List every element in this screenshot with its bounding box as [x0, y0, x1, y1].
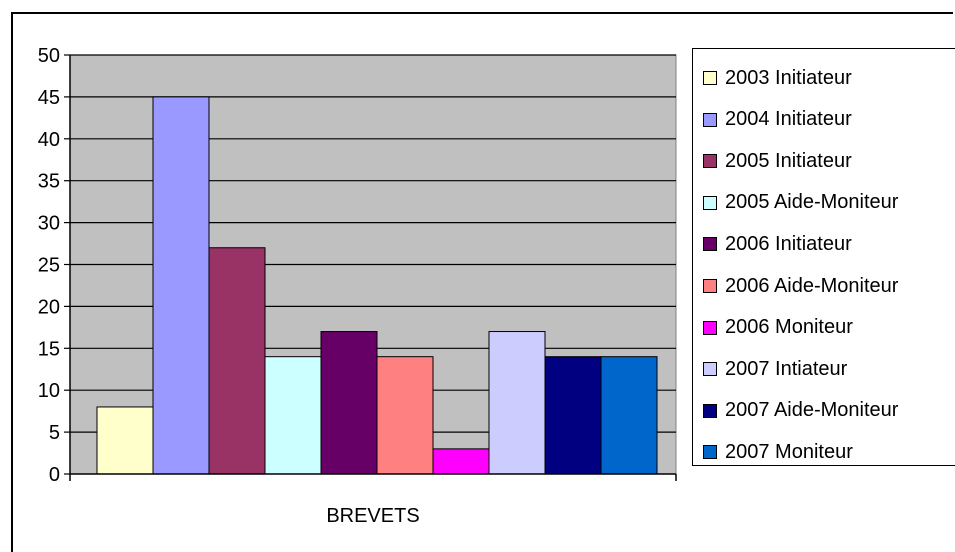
y-axis-ticks: 0 5 10 15 20 25 30 35 40 45 50 [38, 45, 70, 486]
y-tick-label: 10 [38, 380, 60, 402]
bars [96, 96, 658, 475]
legend-label: 2007 Intiateur [725, 357, 848, 380]
bar-2004-initiateur [152, 96, 210, 475]
bar-2005-aide-moniteur [264, 356, 322, 475]
y-tick-label: 50 [38, 45, 60, 67]
bar-2003-initiateur [96, 406, 154, 475]
chart-area [11, 12, 953, 552]
legend-swatch [703, 71, 717, 85]
legend-label: 2006 Moniteur [725, 316, 853, 339]
legend-label: 2005 Aide-Moniteur [725, 191, 899, 214]
legend-label: 2005 Initiateur [725, 149, 852, 172]
legend-swatch [703, 154, 717, 169]
legend-swatch [703, 403, 717, 418]
bar-2006-moniteur [432, 448, 490, 475]
y-tick-label: 0 [49, 464, 60, 486]
bar-2007-aide-moniteur [544, 356, 602, 475]
legend-label: 2006 Initiateur [725, 232, 852, 255]
legend-swatch [703, 279, 717, 293]
y-tick-label: 45 [38, 87, 60, 109]
legend-label: 2007 Moniteur [725, 440, 853, 463]
legend-swatch [703, 237, 717, 252]
bar-2005-initiateur [208, 247, 266, 475]
legend-item: 2007 Aide-Moniteur [703, 390, 898, 432]
legend-item: 2003 Initiateur [703, 57, 852, 99]
x-category-label: BREVETS [326, 505, 419, 527]
legend-label: 2007 Aide-Moniteur [725, 399, 899, 422]
legend-swatch [703, 320, 717, 335]
bar-2006-initiateur [320, 331, 378, 475]
y-tick-label: 35 [38, 171, 60, 193]
y-tick-label: 40 [38, 129, 60, 151]
y-tick-label: 20 [38, 296, 60, 318]
legend-swatch [703, 112, 717, 127]
bar-2007-moniteur [600, 356, 658, 475]
bar-2006-aide-moniteur [376, 356, 434, 475]
legend-item: 2007 Moniteur [703, 431, 853, 473]
legend-item: 2007 Intiateur [703, 348, 847, 390]
y-tick-label: 5 [49, 422, 60, 444]
legend-label: 2003 Initiateur [725, 66, 852, 89]
y-tick-label: 15 [38, 338, 60, 360]
legend: 2003 Initiateur 2004 Initiateur 2005 Initi… [692, 48, 955, 466]
legend-item: 2005 Aide-Moniteur [703, 182, 898, 224]
bar-2007-intiateur [488, 331, 546, 475]
y-tick-label: 25 [38, 255, 60, 277]
legend-item: 2006 Initiateur [703, 223, 852, 265]
legend-item: 2006 Moniteur [703, 307, 853, 349]
y-tick-label: 30 [38, 213, 60, 235]
legend-item: 2006 Aide-Moniteur [703, 265, 898, 307]
legend-label: 2006 Aide-Moniteur [725, 274, 899, 297]
legend-item: 2005 Initiateur [703, 140, 852, 182]
legend-swatch [703, 362, 717, 377]
legend-item: 2004 Initiateur [703, 99, 852, 141]
legend-swatch [703, 195, 717, 210]
legend-label: 2004 Initiateur [725, 108, 852, 131]
legend-swatch [703, 445, 717, 460]
